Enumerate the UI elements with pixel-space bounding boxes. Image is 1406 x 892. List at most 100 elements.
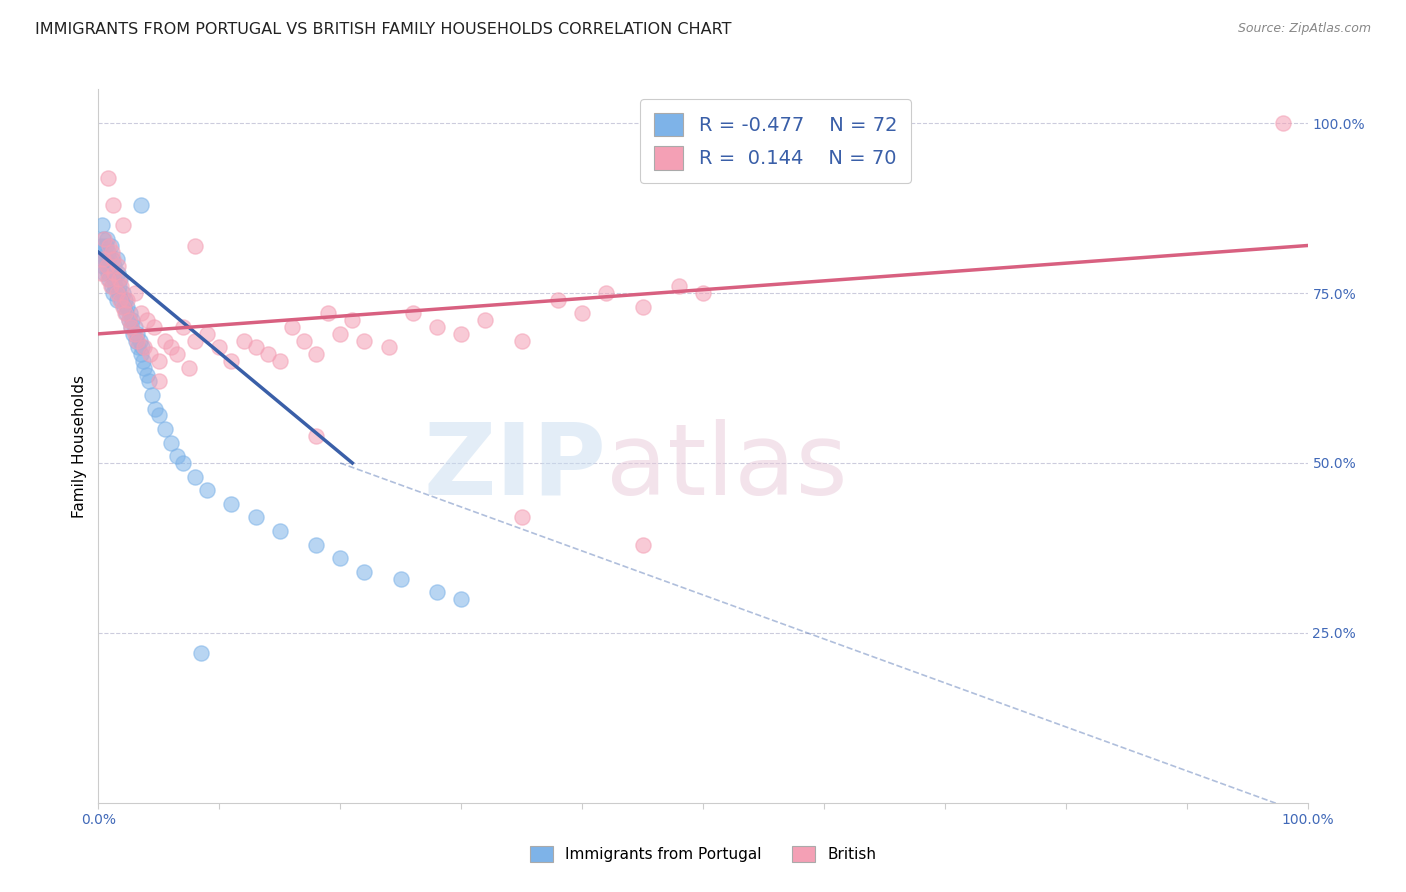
Point	[94, 252, 117, 266]
Point	[305, 537, 328, 551]
Point	[245, 341, 267, 355]
Point	[426, 320, 449, 334]
Point	[510, 334, 533, 348]
Point	[101, 266, 124, 280]
Point	[221, 497, 243, 511]
Point	[160, 435, 183, 450]
Point	[111, 286, 134, 301]
Point	[97, 170, 120, 185]
Point	[105, 286, 128, 301]
Point	[124, 286, 146, 301]
Point	[104, 279, 127, 293]
Point	[342, 313, 364, 327]
Point	[153, 334, 176, 348]
Point	[160, 341, 183, 355]
Point	[141, 388, 163, 402]
Point	[117, 293, 139, 307]
Point	[98, 272, 121, 286]
Point	[98, 238, 121, 252]
Point	[208, 341, 231, 355]
Point	[97, 245, 120, 260]
Point	[153, 422, 176, 436]
Point	[120, 320, 142, 334]
Point	[118, 313, 141, 327]
Point	[103, 272, 125, 286]
Point	[269, 354, 291, 368]
Point	[108, 279, 131, 293]
Point	[118, 313, 141, 327]
Point	[134, 341, 156, 355]
Text: ZIP: ZIP	[423, 419, 606, 516]
Point	[426, 585, 449, 599]
Point	[402, 306, 425, 320]
Point	[184, 238, 207, 252]
Point	[93, 245, 115, 260]
Point	[377, 341, 399, 355]
Point	[108, 293, 131, 307]
Legend: Immigrants from Portugal, British: Immigrants from Portugal, British	[523, 840, 883, 868]
Point	[595, 286, 617, 301]
Point	[98, 252, 121, 266]
Point	[135, 368, 157, 382]
Point	[100, 238, 122, 252]
Point	[450, 591, 472, 606]
Point	[111, 300, 134, 314]
Point	[148, 354, 170, 368]
Point	[100, 245, 122, 260]
Point	[179, 360, 201, 375]
Point	[134, 360, 156, 375]
Point	[353, 334, 375, 348]
Point	[131, 341, 153, 355]
Text: IMMIGRANTS FROM PORTUGAL VS BRITISH FAMILY HOUSEHOLDS CORRELATION CHART: IMMIGRANTS FROM PORTUGAL VS BRITISH FAMI…	[35, 22, 731, 37]
Point	[101, 198, 124, 212]
Point	[101, 286, 124, 301]
Point	[510, 510, 533, 524]
Point	[631, 300, 654, 314]
Point	[668, 279, 690, 293]
Point	[115, 306, 138, 320]
Point	[329, 551, 352, 566]
Point	[124, 326, 146, 341]
Text: atlas: atlas	[606, 419, 848, 516]
Point	[166, 449, 188, 463]
Point	[571, 306, 593, 320]
Point	[97, 266, 120, 280]
Point	[292, 334, 315, 348]
Point	[172, 320, 194, 334]
Point	[127, 334, 149, 348]
Point	[93, 232, 115, 246]
Point	[91, 218, 114, 232]
Point	[90, 238, 112, 252]
Point	[91, 259, 114, 273]
Point	[114, 306, 136, 320]
Point	[103, 259, 125, 273]
Point	[305, 347, 328, 361]
Point	[450, 326, 472, 341]
Point	[107, 259, 129, 273]
Point	[316, 306, 339, 320]
Point	[547, 293, 569, 307]
Point	[91, 232, 114, 246]
Point	[184, 334, 207, 348]
Point	[129, 306, 152, 320]
Point	[105, 252, 128, 266]
Point	[221, 354, 243, 368]
Point	[139, 347, 162, 361]
Point	[474, 313, 496, 327]
Point	[100, 259, 122, 273]
Text: Source: ZipAtlas.com: Source: ZipAtlas.com	[1237, 22, 1371, 36]
Point	[329, 326, 352, 341]
Point	[148, 409, 170, 423]
Point	[101, 252, 124, 266]
Point	[111, 218, 134, 232]
Point	[96, 259, 118, 273]
Point	[122, 326, 145, 341]
Point	[96, 232, 118, 246]
Point	[100, 279, 122, 293]
Point	[143, 401, 166, 416]
Point	[117, 300, 139, 314]
Point	[166, 347, 188, 361]
Point	[97, 272, 120, 286]
Point	[232, 334, 254, 348]
Point	[353, 565, 375, 579]
